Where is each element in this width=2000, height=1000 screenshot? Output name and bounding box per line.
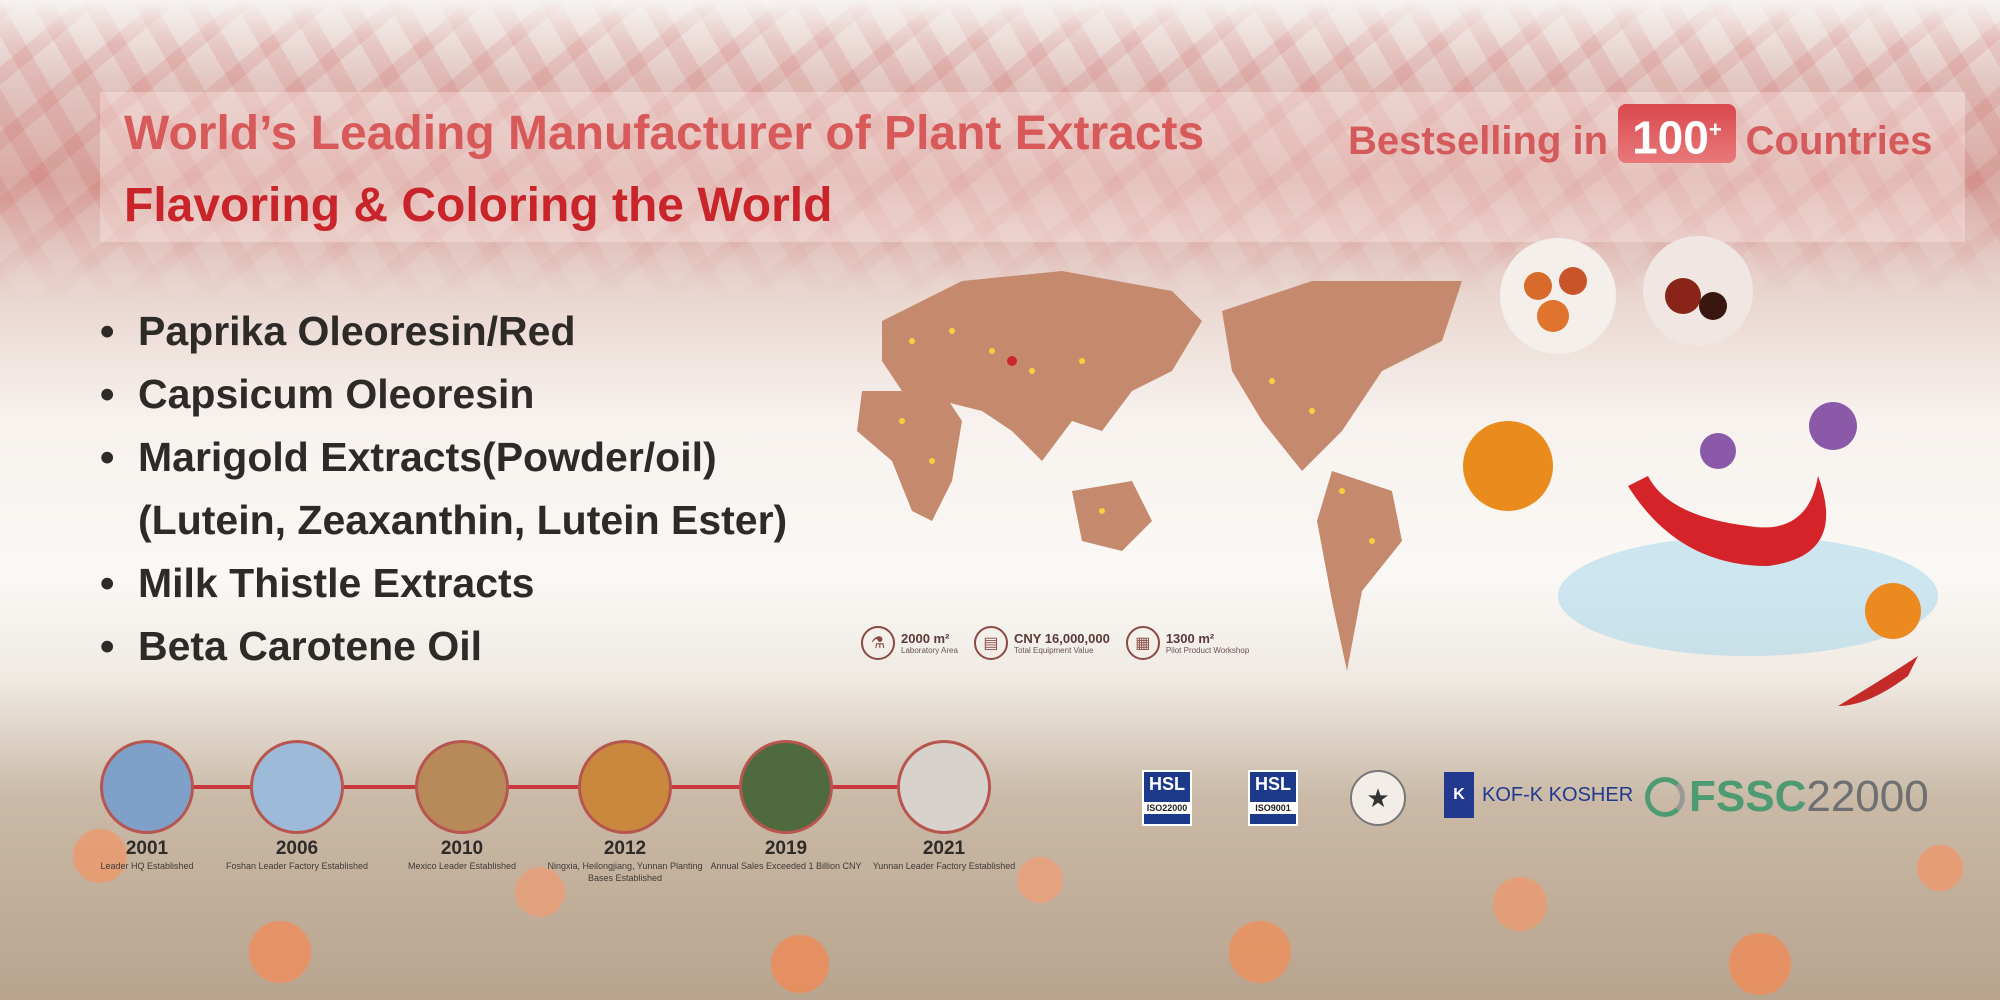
- timeline-caption: Yunnan Leader Factory Established: [872, 861, 1016, 871]
- timeline-year: 2006: [275, 838, 319, 859]
- water-splash: [1558, 536, 1938, 656]
- timeline-item-2001: 2001 Leader HQ Established: [57, 740, 237, 872]
- product-item: Milk Thistle Extracts: [100, 552, 787, 615]
- stat-label: Total Equipment Value: [1013, 646, 1094, 655]
- headline-line1: World’s Leading Manufacturer of Plant Ex…: [124, 107, 1205, 160]
- country-count-badge: 100+: [1618, 104, 1736, 164]
- map-north-america: [1222, 281, 1462, 471]
- hsl-text: HSL: [1255, 774, 1291, 794]
- product-photo-collage: [1463, 236, 1938, 706]
- hsl-iso9001-logo: HSL ISO9001: [1248, 770, 1298, 826]
- map-south-america: [1317, 471, 1402, 671]
- fssc-ring-icon: [1645, 777, 1685, 817]
- star-seal-icon: ★: [1350, 770, 1406, 826]
- timeline-year: 2010: [440, 838, 484, 859]
- timeline-year: 2019: [764, 838, 808, 859]
- map-eurasia: [882, 271, 1202, 461]
- stat-value: CNY 16,000,000: [1013, 631, 1110, 646]
- stat-equipment: ▤ CNY 16,000,000 Total Equipment Value: [973, 626, 1110, 660]
- map-australia: [1072, 481, 1152, 551]
- bestselling-prefix: Bestselling in: [1348, 119, 1609, 164]
- factory-icon: ▦: [1125, 626, 1160, 660]
- equipment-icon: ▤: [973, 626, 1008, 660]
- timeline-caption: Mexico Leader Established: [407, 861, 517, 871]
- map-africa: [857, 391, 962, 521]
- timeline-item-2006: 2006 Foshan Leader Factory Established: [207, 740, 387, 872]
- timeline-photo: [100, 740, 194, 834]
- product-item: Capsicum Oleoresin: [100, 363, 787, 426]
- marigold-flower-small: [1865, 583, 1921, 639]
- fssc-number: 22000: [1806, 772, 1929, 821]
- milk-thistle-flower-small: [1700, 433, 1736, 469]
- product-list: Paprika Oleoresin/Red Capsicum Oleoresin…: [100, 300, 787, 678]
- bestselling-suffix: Countries: [1745, 119, 1933, 164]
- fssc-text: FSSC: [1689, 772, 1807, 821]
- timeline-caption: Foshan Leader Factory Established: [225, 861, 369, 871]
- country-count: 100: [1632, 111, 1709, 164]
- timeline-year: 2021: [922, 838, 966, 859]
- timeline-photo: [578, 740, 672, 834]
- marigold-flower: [1463, 421, 1553, 511]
- halal-seal-logo: ★: [1350, 770, 1406, 826]
- timeline-photo: [739, 740, 833, 834]
- timeline-photo: [897, 740, 991, 834]
- timeline-caption: Leader HQ Established: [100, 861, 194, 871]
- red-pepper: [1628, 476, 1827, 566]
- stat-value: 1300 m²: [1165, 631, 1215, 646]
- timeline-photo: [415, 740, 509, 834]
- headline-line2: Flavoring & Coloring the World: [124, 179, 833, 232]
- count-plus: +: [1708, 117, 1722, 142]
- timeline-year: 2001: [125, 838, 169, 859]
- timeline-item-2012: 2012 Ningxia, Heilongjiang, Yunnan Planti…: [535, 740, 715, 884]
- stat-value: 2000 m²: [901, 631, 950, 646]
- product-item: Paprika Oleoresin/Red: [100, 300, 787, 363]
- stat-laboratory: ⚗ 2000 m² Laboratory Area: [861, 626, 958, 660]
- timeline-photo: [250, 740, 344, 834]
- stat-label: Laboratory Area: [901, 646, 958, 655]
- stat-workshop: ▦ 1300 m² Pilot Product Workshop: [1125, 626, 1250, 660]
- hq-marker: [1007, 356, 1017, 366]
- kosher-text: KOF-K KOSHER: [1482, 783, 1634, 806]
- product-item: Beta Carotene Oil: [100, 615, 787, 678]
- bestselling-tagline: Bestselling in 100+ Countries: [1348, 104, 1933, 171]
- world-map: [857, 271, 1462, 671]
- chili-pepper: [1838, 656, 1918, 706]
- location-markers: [899, 328, 1375, 544]
- timeline-item-2010: 2010 Mexico Leader Established: [372, 740, 552, 872]
- facility-stats: ⚗ 2000 m² Laboratory Area ▤ CNY 16,000,000 T…: [861, 626, 1249, 660]
- timeline-caption: Ningxia, Heilongjiang, Yunnan Planting B…: [547, 861, 703, 883]
- timeline-year: 2012: [603, 838, 647, 859]
- milk-thistle-flower: [1809, 402, 1857, 450]
- iso22000-text: ISO22000: [1144, 802, 1190, 814]
- hsl-iso22000-logo: HSL ISO22000: [1142, 770, 1192, 826]
- iso9001-text: ISO9001: [1250, 802, 1296, 814]
- powder-bowls-photo: [1500, 238, 1616, 354]
- stat-label: Pilot Product Workshop: [1165, 646, 1250, 655]
- timeline-item-2021: 2021 Yunnan Leader Factory Established: [854, 740, 1034, 872]
- timeline-line: [147, 785, 947, 789]
- fssc-22000-logo: FSSC 22000: [1645, 772, 1929, 822]
- kof-k-kosher-logo: K KOF-K KOSHER: [1444, 772, 1633, 818]
- timeline-item-2019: 2019 Annual Sales Exceeded 1 Billion CNY: [696, 740, 876, 872]
- product-item-detail: (Lutein, Zeaxanthin, Lutein Ester): [138, 497, 788, 543]
- hsl-text: HSL: [1149, 774, 1185, 794]
- timeline-caption: Annual Sales Exceeded 1 Billion CNY: [710, 861, 862, 871]
- kosher-mark: K: [1444, 772, 1474, 818]
- flask-icon: ⚗: [861, 626, 895, 660]
- product-item: Marigold Extracts(Powder/oil): [100, 426, 787, 489]
